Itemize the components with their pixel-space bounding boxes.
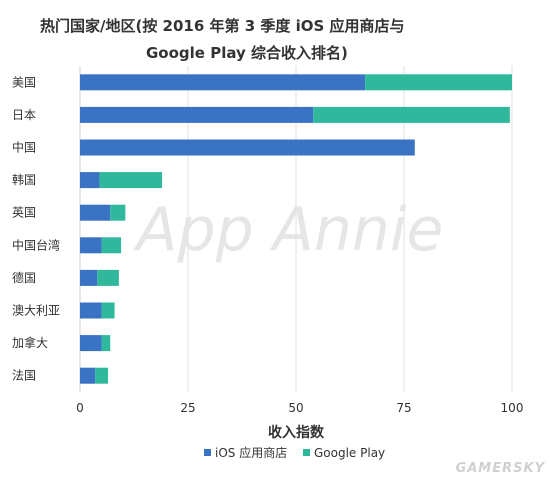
x-tick-label: 0 xyxy=(76,401,84,415)
bar-ios xyxy=(80,74,366,91)
bar-google-play xyxy=(99,172,163,189)
bar-ios xyxy=(80,367,96,384)
bar-ios xyxy=(80,172,100,189)
legend-label: iOS 应用商店 xyxy=(215,445,287,460)
category-label: 加拿大 xyxy=(12,335,48,350)
legend-swatch xyxy=(303,449,310,456)
category-label: 法国 xyxy=(12,369,36,383)
x-tick-label: 75 xyxy=(396,401,411,415)
category-label: 日本 xyxy=(12,108,36,122)
gamersky-watermark: GAMERSKY xyxy=(456,461,546,476)
bar-ios xyxy=(80,106,314,123)
bar-google-play xyxy=(101,302,115,319)
x-axis-label: 收入指数 xyxy=(268,424,325,441)
category-label: 英国 xyxy=(12,206,36,220)
bar-ios xyxy=(80,302,102,319)
bar-ios xyxy=(80,269,98,286)
legend-swatch xyxy=(204,449,211,456)
bar-google-play xyxy=(101,335,111,352)
bar-ios xyxy=(80,139,415,156)
app-annie-watermark: App Annie xyxy=(133,195,444,265)
bar-google-play xyxy=(313,106,510,123)
bar-ios xyxy=(80,335,102,352)
bar-google-play xyxy=(101,237,122,254)
bar-google-play xyxy=(365,74,512,91)
x-tick-label: 25 xyxy=(180,401,195,415)
x-tick-label: 50 xyxy=(288,401,303,415)
category-label: 德国 xyxy=(12,270,36,285)
category-label: 韩国 xyxy=(12,172,36,187)
category-label: 中国 xyxy=(12,140,36,155)
category-label: 澳大利亚 xyxy=(12,304,60,318)
bar-ios xyxy=(80,204,111,221)
x-tick-labels: 0 25 50 75 100 xyxy=(76,401,523,415)
bar-google-play xyxy=(97,269,119,286)
x-tick-label: 100 xyxy=(501,401,524,415)
bars xyxy=(80,74,512,384)
bar-ios xyxy=(80,237,102,254)
category-label: 美国 xyxy=(12,75,36,89)
bar-google-play xyxy=(110,204,126,221)
bar-google-play xyxy=(95,367,109,384)
chart-title-line-1: 热门国家/地区(按 2016 年第 3 季度 iOS 应用商店与 xyxy=(40,17,405,35)
chart-title-line-2: Google Play 综合收入排名) xyxy=(146,44,348,62)
category-label: 中国台湾 xyxy=(12,237,60,252)
legend-label: Google Play xyxy=(314,446,385,460)
legend: iOS 应用商店 Google Play xyxy=(204,445,385,460)
